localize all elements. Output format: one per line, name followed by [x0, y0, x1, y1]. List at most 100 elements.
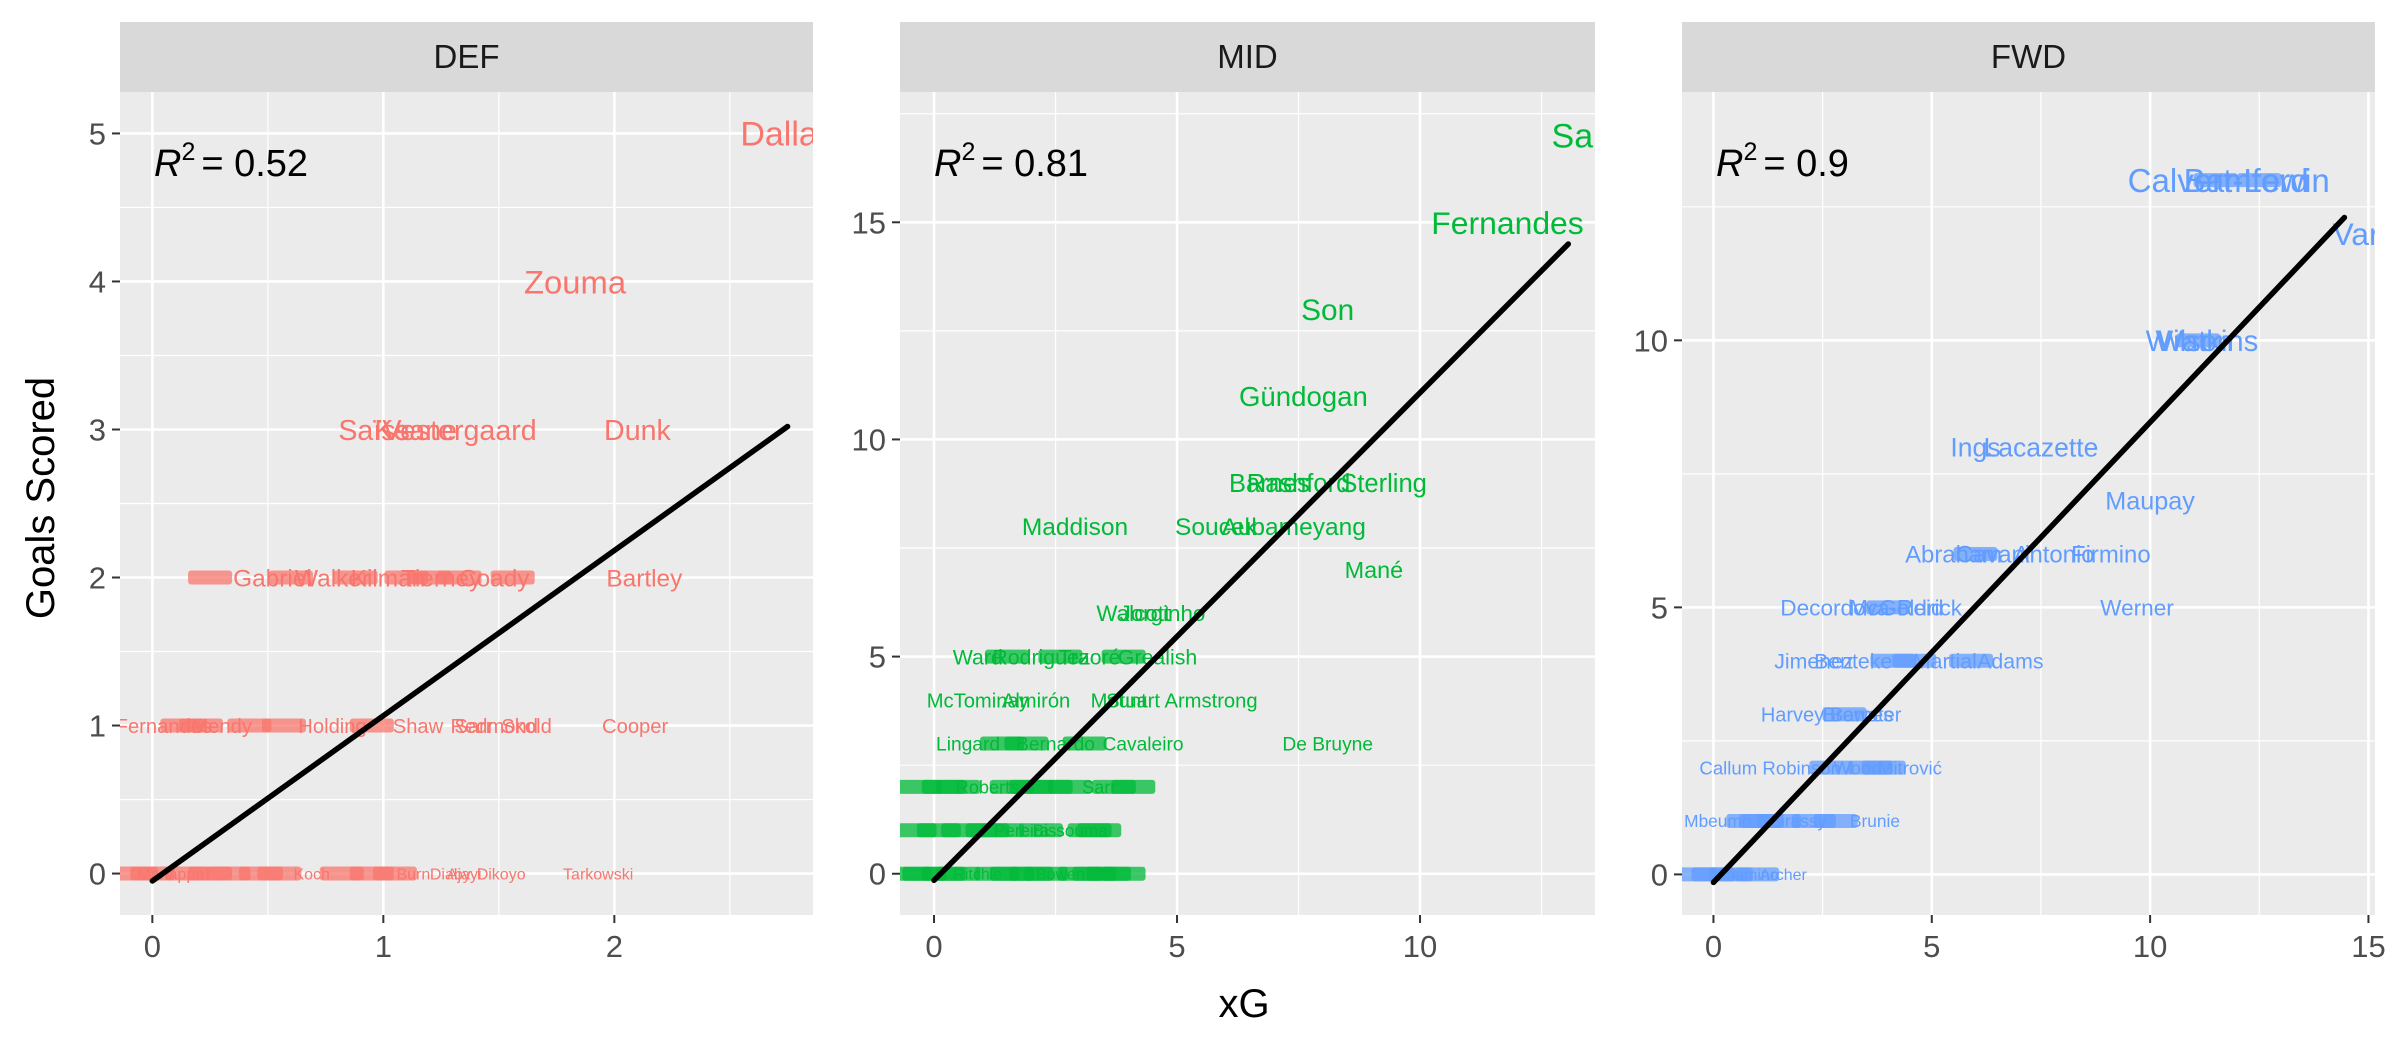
data-point-label: Archer	[1760, 867, 1808, 884]
x-tick-label: 10	[1403, 929, 1437, 964]
data-point-label: Bissouma	[1033, 821, 1109, 840]
y-tick-label: 0	[89, 857, 106, 892]
data-point-label: Lingard	[936, 734, 1000, 755]
data-point-label: Redmond	[450, 716, 538, 738]
data-point-label: Skold	[501, 716, 552, 738]
y-tick-label: 15	[852, 205, 886, 240]
facet-strip-label: FWD	[1991, 38, 2066, 75]
data-point-label: Wood	[1833, 757, 1881, 778]
data-point-label: Decordova-Reid	[1780, 596, 1943, 621]
data-point-overlap	[1861, 760, 1906, 775]
data-point-label: Mendy	[191, 716, 252, 738]
r-squared-annotation: R2 = 0.52	[154, 138, 308, 185]
data-point-label: Bamford	[2184, 163, 2309, 200]
data-point-overlap	[1023, 866, 1068, 881]
grid	[1682, 92, 2375, 915]
y-tick-label: 10	[1634, 323, 1668, 358]
y-tick-label: 0	[869, 857, 886, 892]
data-point-label: Sarr	[454, 716, 492, 738]
data-point-label: McTominay	[927, 690, 1030, 712]
data-point-label: Lacazette	[1983, 433, 2098, 463]
point-labels: Calvert-LewinBamfordVardyWatkinsWilsonIn…	[1682, 163, 2375, 884]
x-axis-title: xG	[1218, 982, 1269, 1026]
data-point-overlap	[268, 570, 313, 585]
data-point-label: Bartley	[606, 565, 683, 592]
facet-strip	[120, 22, 813, 92]
y-axis-title: Goals Scored	[19, 377, 63, 619]
data-point-label: Dikoyo	[477, 866, 526, 883]
data-point-label: Adams	[1977, 649, 2043, 673]
x-tick-label: 5	[1923, 929, 1940, 964]
data-point-label: Fernandes	[1431, 205, 1583, 241]
data-point-label: Barnes	[1229, 470, 1310, 498]
panel-background	[900, 92, 1595, 915]
data-point-label: Saïss	[338, 415, 410, 447]
data-point-label: Harvey Barnes	[1761, 704, 1893, 726]
x-tick-label: 0	[1705, 929, 1722, 964]
data-point-label: Firmino	[2071, 542, 2151, 569]
data-point-label: Maupay	[2105, 488, 2195, 516]
data-point-overlap	[437, 570, 482, 585]
x-tick-label: 15	[2351, 929, 2385, 964]
regression-line	[931, 241, 1572, 884]
data-point-overlap	[2237, 173, 2282, 188]
y-tick-label: 0	[1651, 857, 1668, 892]
data-point-label: Ajayi	[447, 866, 482, 883]
data-point-label: Wilson	[2146, 326, 2234, 358]
data-point-overlap	[1949, 653, 1994, 668]
data-point-label: Jimenez	[1774, 649, 1853, 673]
data-point-label: Son	[1301, 294, 1354, 327]
r-squared-annotation: R2 = 0.9	[1716, 138, 1849, 185]
data-point-overlap	[1048, 779, 1093, 794]
data-point-overlap	[2176, 333, 2221, 348]
x-tick-label: 0	[144, 929, 161, 964]
data-point-overlap	[1004, 736, 1049, 751]
data-point-label: McGoldrick	[1849, 596, 1963, 621]
y-tick-label: 4	[89, 264, 106, 299]
facet-strip	[900, 22, 1595, 92]
x-tick-label: 1	[375, 929, 392, 964]
panel-fwd: FWD Calvert-LewinBamfordVardyWatkinsWilso…	[1634, 22, 2386, 964]
data-point-label: Gündogan	[1239, 381, 1368, 412]
y-tick-label: 5	[869, 640, 886, 675]
data-point-label: Sterling	[1340, 470, 1426, 498]
data-point-overlap	[372, 866, 417, 881]
panel-background	[1682, 92, 2375, 915]
data-point-label: Almirón	[1002, 690, 1070, 712]
y-tick-label: 5	[89, 116, 106, 151]
data-point-label: Brunie	[1850, 811, 1900, 831]
data-point-overlap	[1018, 823, 1063, 838]
data-point-label: Walker	[295, 565, 370, 592]
data-point-label: Fernandes	[116, 716, 213, 738]
data-point-overlap	[227, 718, 272, 733]
data-point-overlap	[1101, 866, 1146, 881]
data-point-label: Kilman	[351, 565, 426, 592]
data-point-label: Mané	[1345, 557, 1404, 583]
data-point-overlap	[1822, 707, 1867, 722]
data-point-label: Ward	[953, 645, 1003, 669]
data-point-overlap	[188, 570, 233, 585]
data-point-overlap	[262, 718, 307, 733]
data-point-overlap	[2193, 173, 2238, 188]
data-point-overlap	[1101, 649, 1146, 664]
data-point-label: Diaby	[430, 866, 471, 883]
data-point-overlap	[1813, 814, 1858, 829]
data-point-overlap	[490, 570, 535, 585]
data-point-label: Callum Robinson	[1699, 757, 1841, 778]
data-point-label: Zouma	[524, 263, 627, 300]
data-point-overlap	[936, 779, 981, 794]
x-tick-label: 5	[1168, 929, 1185, 964]
data-point-label: Holding	[298, 716, 366, 738]
regression-line	[1710, 214, 2348, 886]
data-point-label: De Bruyne	[1282, 734, 1373, 755]
data-point-label: Stuart Armstrong	[1106, 690, 1257, 712]
data-point-label: Werner	[2100, 596, 2174, 621]
x-tick-label: 2	[606, 929, 623, 964]
facet-strip	[1682, 22, 2375, 92]
regression-line	[149, 423, 791, 884]
data-point-label: Calvert-Lewin	[2128, 163, 2330, 200]
